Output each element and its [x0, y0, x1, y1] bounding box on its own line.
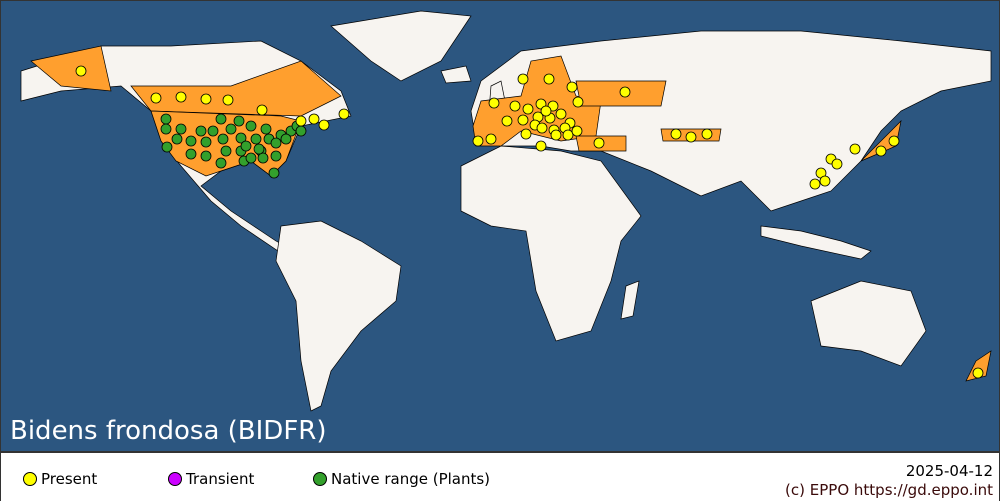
legend-label: Transient: [186, 470, 255, 488]
native-range-point: [217, 133, 229, 145]
present-point: [517, 114, 529, 126]
native-range-point: [235, 132, 247, 144]
native-range-point: [185, 135, 197, 147]
present-point: [222, 94, 234, 106]
native-range-point: [260, 123, 272, 135]
native-range-point: [161, 141, 173, 153]
region-japan: [860, 119, 902, 162]
native-range-point: [225, 123, 237, 135]
present-point: [540, 105, 552, 117]
green-dot-icon: [313, 472, 327, 486]
native-range-point: [233, 115, 245, 127]
legend-native: Native range (Plants): [313, 470, 490, 488]
native-range-point: [240, 140, 252, 152]
present-point: [849, 143, 861, 155]
yellow-dot-icon: [23, 472, 37, 486]
present-point: [562, 129, 574, 141]
native-range-point: [270, 137, 282, 149]
present-point: [318, 119, 330, 131]
present-point: [701, 128, 713, 140]
present-point: [472, 135, 484, 147]
present-point: [536, 122, 548, 134]
present-point: [509, 100, 521, 112]
present-point: [308, 113, 320, 125]
present-point: [670, 128, 682, 140]
present-point: [295, 115, 307, 127]
native-range-point: [268, 167, 280, 179]
occurrence-points: [75, 65, 984, 379]
legend-present: Present: [23, 470, 97, 488]
land-greenland: [330, 10, 472, 82]
land-iceland: [440, 65, 472, 84]
native-range-point: [253, 143, 265, 155]
present-point: [150, 92, 162, 104]
native-range-point: [160, 123, 172, 135]
native-range-point: [295, 125, 307, 137]
purple-dot-icon: [168, 472, 182, 486]
native-range-point: [280, 133, 292, 145]
native-range-point: [171, 133, 183, 145]
native-range-point: [200, 150, 212, 162]
present-point: [566, 81, 578, 93]
present-point: [685, 131, 697, 143]
present-point: [535, 140, 547, 152]
map-date: 2025-04-12: [905, 462, 993, 480]
legend-label: Native range (Plants): [331, 470, 491, 488]
land-australia: [810, 280, 927, 367]
native-range-point: [270, 150, 282, 162]
present-point: [517, 73, 529, 85]
present-point: [543, 73, 555, 85]
present-point: [819, 175, 831, 187]
present-point: [200, 93, 212, 105]
native-range-point: [195, 125, 207, 137]
copyright: (c) EPPO https://gd.eppo.int: [785, 481, 993, 499]
present-point: [619, 86, 631, 98]
land-eurasia: [470, 30, 992, 212]
native-range-point: [215, 113, 227, 125]
present-point: [75, 65, 87, 77]
present-point: [338, 108, 350, 120]
present-point: [520, 128, 532, 140]
native-range-point: [257, 152, 269, 164]
land-africa: [460, 145, 642, 342]
present-point: [555, 108, 567, 120]
native-range-point: [175, 123, 187, 135]
present-point: [593, 137, 605, 149]
legend-label: Present: [41, 470, 98, 488]
present-point: [972, 367, 984, 379]
native-range-point: [160, 113, 172, 125]
present-point: [831, 158, 843, 170]
native-range-point: [185, 148, 197, 160]
land-indonesia: [760, 225, 872, 260]
native-range-point: [245, 152, 257, 164]
legend-transient: Transient: [168, 470, 254, 488]
present-point: [571, 125, 583, 137]
land-madagascar: [620, 280, 640, 320]
native-range-point: [200, 136, 212, 148]
native-range-point: [220, 145, 232, 157]
land-south-america: [275, 220, 402, 412]
map-title: Bidens frondosa (BIDFR): [10, 416, 327, 446]
land-masses: [20, 10, 992, 412]
native-range-point: [250, 133, 262, 145]
present-point: [485, 133, 497, 145]
world-map: [1, 1, 999, 451]
present-point: [888, 135, 900, 147]
present-point: [809, 178, 821, 190]
present-point: [875, 145, 887, 157]
region-alaska: [30, 45, 112, 92]
native-range-point: [215, 157, 227, 169]
present-point: [175, 91, 187, 103]
present-point: [522, 103, 534, 115]
region-new-zealand: [965, 350, 992, 382]
legend: Present Transient Native range (Plants) …: [1, 451, 999, 502]
present-point: [256, 104, 268, 116]
present-point: [501, 115, 513, 127]
present-point: [488, 97, 500, 109]
native-range-point: [207, 125, 219, 137]
present-point: [572, 96, 584, 108]
native-range-point: [245, 120, 257, 132]
present-point: [550, 129, 562, 141]
